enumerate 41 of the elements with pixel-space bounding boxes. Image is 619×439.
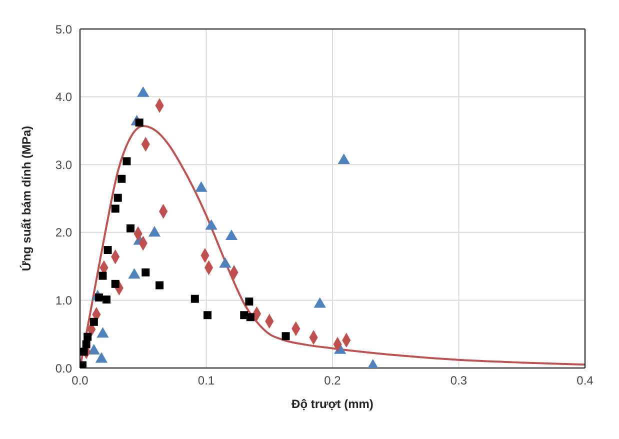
point [135,118,144,127]
x-tick-label: 0.3 [450,374,468,388]
point [98,272,107,280]
point [204,311,212,320]
point [142,268,150,276]
point [246,313,254,322]
point [190,294,199,303]
point [126,224,134,232]
y-tick-label: 0.0 [55,361,72,376]
y-tick-label: 5.0 [55,22,72,36]
point [80,348,88,356]
x-tick-label: 0.2 [324,374,342,388]
point [282,332,290,340]
point [102,296,111,304]
point [80,361,87,368]
point [104,246,112,254]
y-tick-label: 1.0 [55,293,72,308]
point [88,344,100,355]
x-tick-label: 0.1 [198,374,215,388]
point [114,194,122,202]
point [148,226,161,237]
y-tick-label: 4.0 [55,90,72,104]
point [82,340,90,348]
x-tick-label: 0.4 [576,374,594,388]
point [84,332,92,341]
point [128,268,140,279]
point [96,327,109,338]
point [95,352,108,363]
point [338,154,350,164]
x-tick-label: 0.0 [72,374,89,388]
y-axis-title: Ứng suất bám dính (MPa) [19,126,34,272]
point [245,298,254,306]
point [122,157,131,166]
point [118,174,126,183]
y-tick-label: 3.0 [55,158,72,172]
point [94,293,103,302]
x-axis-title: Độ trượt (mm) [292,397,374,411]
point [90,318,98,326]
y-tick-label: 2.0 [55,226,72,240]
point [156,281,164,290]
point [111,204,120,213]
